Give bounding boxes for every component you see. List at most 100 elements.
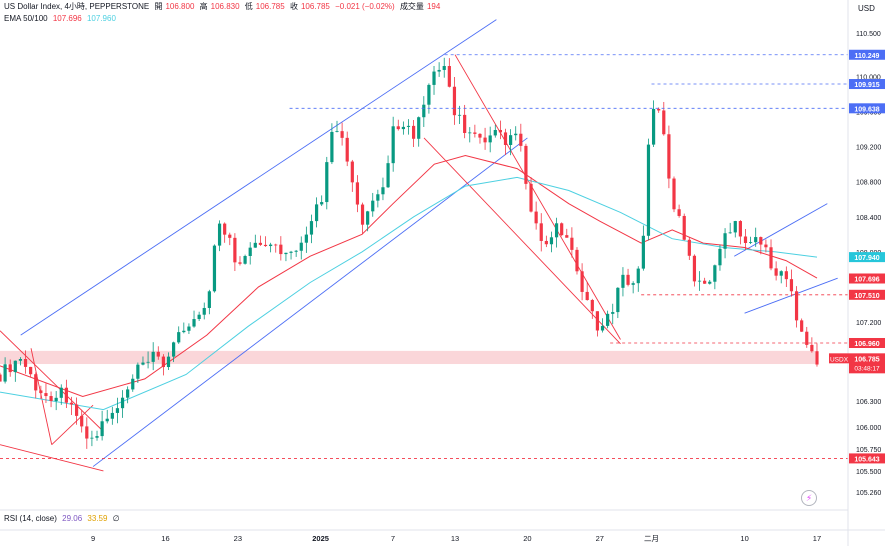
rsi-value-2: 33.59 [87, 514, 108, 523]
candle-body [335, 131, 339, 132]
candle-body [330, 131, 334, 163]
lightning-icon[interactable]: ⚡ [801, 490, 817, 506]
x-tick-label: 23 [234, 534, 242, 543]
candle-body [595, 311, 600, 331]
candle-body [95, 436, 99, 438]
y-tick-label: 105.500 [856, 469, 881, 476]
zigzag-2 [51, 404, 94, 445]
candle-body [146, 361, 150, 363]
candle-body [325, 162, 329, 203]
candle-body [468, 132, 472, 134]
candle-body [774, 268, 778, 276]
candle-body [29, 366, 33, 375]
chart-legend: US Dollar Index, 4小時, PEPPERSTONE 開 106.8… [4, 2, 443, 12]
candle-body [156, 351, 160, 357]
candle-body [172, 342, 176, 357]
candle-body [299, 242, 303, 251]
candle-body [85, 426, 89, 439]
candle-body [248, 247, 252, 256]
candle-body [192, 319, 196, 327]
candle-body [708, 281, 712, 284]
candle-body [376, 194, 380, 201]
candle-body [432, 71, 436, 85]
tag-layer: 110.249 109.915 109.638 107.940 107.696 107.5… [829, 49, 885, 464]
price-tag [849, 273, 885, 284]
candle-body [269, 244, 273, 247]
up-channel-top [20, 19, 497, 336]
candle-body [243, 255, 247, 264]
price-tag-label: 107.510 [854, 293, 879, 300]
candle-body [478, 133, 482, 138]
candle-body [534, 211, 538, 224]
candle-body [386, 163, 390, 188]
y-tick-label: 108.400 [856, 215, 881, 222]
candle-body [810, 344, 814, 352]
x-tick-label: 9 [91, 534, 95, 543]
candle-body [697, 280, 702, 282]
candle-body [442, 66, 446, 70]
candle-body [718, 248, 722, 266]
candle-body [294, 250, 298, 252]
candle-body [105, 418, 109, 422]
candle-body [360, 204, 365, 225]
candle-body [366, 211, 370, 225]
candle-body [549, 237, 554, 245]
price-tag-label: 109.915 [854, 82, 879, 89]
y-tick-label: 110.500 [856, 31, 881, 38]
candle-body [514, 133, 518, 136]
candle-body [223, 223, 227, 235]
candle-body [345, 137, 349, 162]
last-price-tag [849, 353, 885, 374]
price-tag [849, 49, 885, 60]
candle-body [427, 84, 431, 105]
candle-body [202, 307, 206, 315]
left-channel-top [0, 330, 104, 432]
candle-body [314, 204, 319, 222]
candle-body [626, 274, 630, 285]
rsi-value-1: 29.06 [62, 514, 83, 523]
ema-layer [0, 154, 818, 411]
candle-body [611, 312, 615, 314]
open-label: 開 [154, 2, 163, 11]
candle-body [580, 271, 584, 292]
candle-body [631, 283, 635, 285]
candle-body [805, 331, 809, 345]
candle-body [110, 412, 114, 419]
candle-body [18, 359, 23, 361]
candle-body [815, 351, 819, 365]
candle-body [74, 404, 79, 416]
candle-body [509, 135, 513, 145]
high-value: 106.830 [210, 2, 240, 11]
ema-legend[interactable]: EMA 50/100 107.696 107.960 [4, 14, 119, 24]
candle-body [519, 133, 523, 146]
candle-body [651, 108, 656, 145]
high-label: 高 [199, 2, 208, 11]
candle-body [672, 178, 676, 210]
candle-body [258, 242, 263, 245]
candle-body [723, 233, 727, 249]
x-tick-label: 二月 [644, 534, 659, 543]
candle-body [340, 131, 344, 138]
price-tag [849, 252, 885, 263]
candle-body [253, 242, 257, 248]
candle-body [687, 239, 691, 256]
last-price-label: 106.785 [854, 356, 879, 363]
candle-body [641, 235, 645, 269]
y-tick-label: 105.260 [856, 490, 881, 497]
price-tag [849, 103, 885, 114]
support-zone [0, 350, 815, 365]
channel-layer [0, 19, 838, 472]
candle-body [279, 244, 283, 255]
candle-body [493, 129, 497, 136]
candle-body [498, 129, 502, 133]
last-symbol-tag [829, 353, 849, 364]
rsi-legend[interactable]: RSI (14, close) 29.06 33.59 ∅ [4, 514, 123, 524]
candle-body [483, 137, 487, 143]
x-tick-label: 27 [596, 534, 604, 543]
price-tag [849, 79, 885, 90]
candle-body [131, 378, 135, 390]
candle-body [728, 232, 732, 234]
candle-body [662, 110, 666, 135]
candle-body [263, 244, 268, 247]
